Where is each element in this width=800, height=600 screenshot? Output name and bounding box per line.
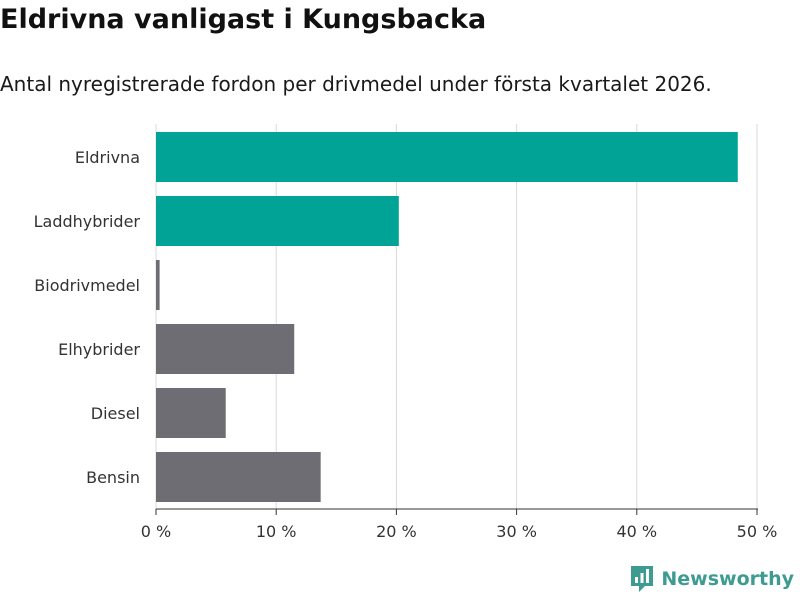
category-label: Biodrivmedel xyxy=(34,276,140,295)
category-label: Diesel xyxy=(91,404,140,423)
category-label: Elhybrider xyxy=(58,340,140,359)
x-tick-label: 20 % xyxy=(376,522,417,541)
x-tick-label: 0 % xyxy=(141,522,171,541)
label-layer: 0 % 10 % 20 % 30 % 40 % 50 % Eldrivna Laddhybri… xyxy=(34,148,778,541)
x-tick-label: 40 % xyxy=(616,522,657,541)
bar xyxy=(156,324,295,374)
category-label: Bensin xyxy=(86,468,140,487)
bar xyxy=(156,388,226,438)
bar xyxy=(156,260,160,310)
brand-name: Newsworthy xyxy=(661,568,794,590)
bar xyxy=(156,132,738,182)
x-tick-label: 10 % xyxy=(256,522,297,541)
category-label: Eldrivna xyxy=(75,148,140,167)
bar xyxy=(156,196,399,246)
bar xyxy=(156,452,321,502)
newsworthy-logo-icon xyxy=(631,566,654,592)
grid-layer xyxy=(155,124,758,515)
chart-title: Eldrivna vanligast i Kungsbacka xyxy=(0,4,487,35)
newsworthy-logo: Newsworthy xyxy=(629,564,794,594)
bar-layer xyxy=(156,132,738,502)
x-tick-label: 30 % xyxy=(496,522,537,541)
x-tick-label: 50 % xyxy=(737,522,778,541)
chart-subtitle: Antal nyregistrerade fordon per drivmede… xyxy=(0,72,712,96)
category-label: Laddhybrider xyxy=(34,212,141,231)
